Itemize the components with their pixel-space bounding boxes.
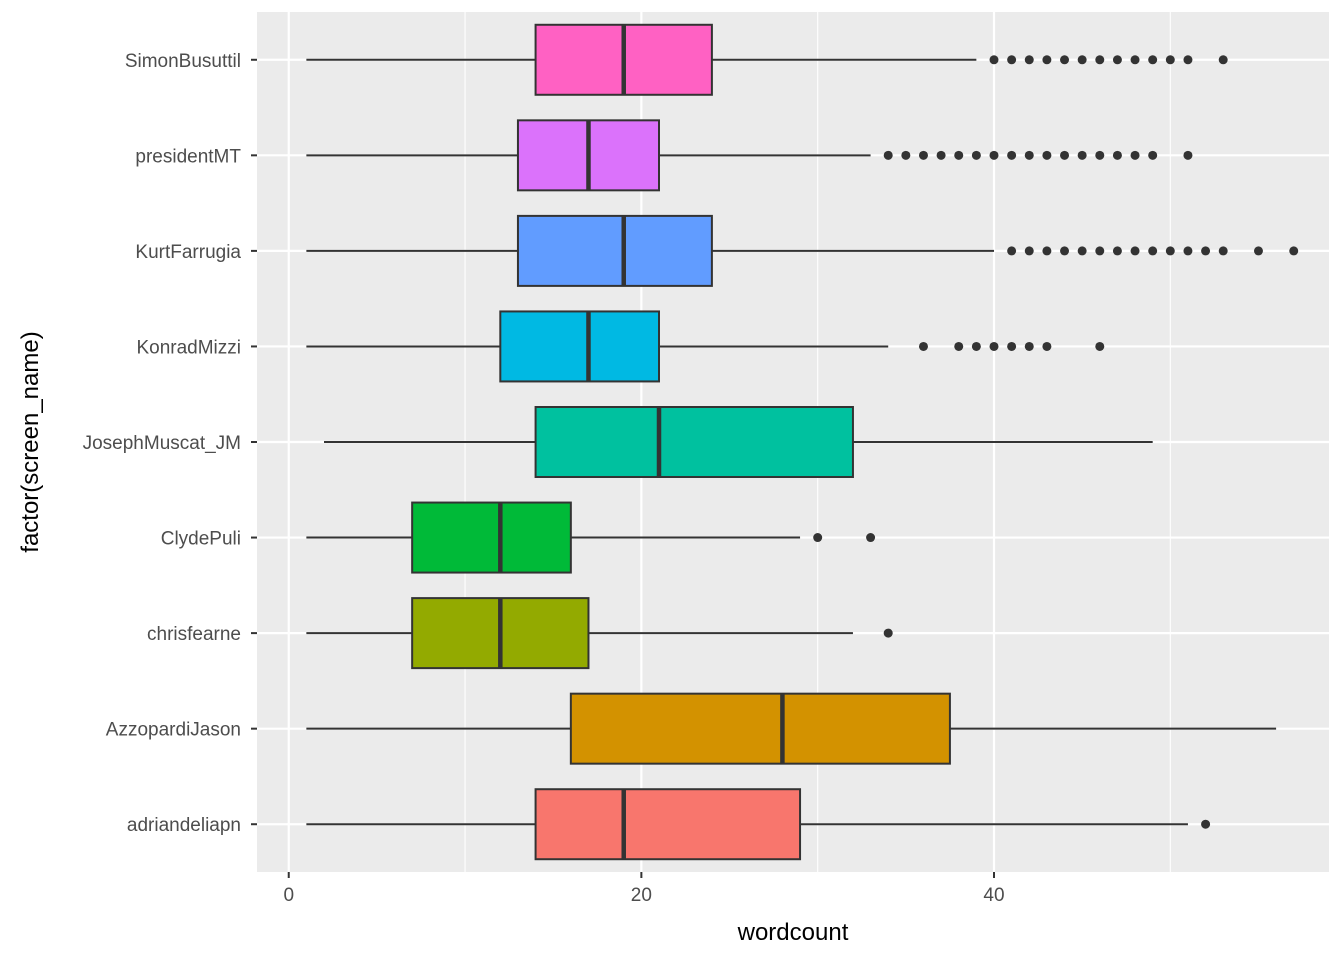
outlier-point [1024, 55, 1034, 65]
y-tick-label: adriandeliapn [127, 815, 241, 836]
outlier-point [918, 150, 928, 160]
x-axis-title: wordcount [737, 919, 849, 946]
outlier-point [1024, 341, 1034, 351]
outlier-point [1042, 55, 1052, 65]
outlier-point [1183, 55, 1193, 65]
outlier-point [1130, 150, 1140, 160]
outlier-point [1112, 246, 1122, 256]
outlier-point [1024, 150, 1034, 160]
outlier-point [954, 341, 964, 351]
outlier-point [1112, 150, 1122, 160]
outlier-point [883, 150, 893, 160]
outlier-point [1095, 246, 1105, 256]
outlier-point [1042, 341, 1052, 351]
x-tick-label: 40 [983, 885, 1004, 906]
outlier-point [971, 150, 981, 160]
outlier-point [936, 150, 946, 160]
iqr-box [516, 214, 713, 287]
box-chrisfearne [306, 597, 893, 670]
y-tick-label: JosephMuscat_JM [83, 433, 241, 454]
outlier-point [1060, 55, 1070, 65]
iqr-box [569, 692, 951, 765]
x-tick-label: 20 [631, 885, 652, 906]
box-AzzopardiJason [306, 692, 1277, 765]
outlier-point [866, 533, 876, 543]
outlier-point [1060, 150, 1070, 160]
outlier-point [954, 150, 964, 160]
y-tick-label: AzzopardiJason [106, 720, 241, 741]
y-tick-label: ClydePuli [161, 529, 241, 550]
outlier-point [1148, 246, 1158, 256]
outlier-point [1253, 246, 1263, 256]
outlier-point [1095, 55, 1105, 65]
outlier-point [1007, 341, 1017, 351]
box-ClydePuli [306, 501, 876, 574]
outlier-point [1112, 55, 1122, 65]
outlier-point [1201, 246, 1211, 256]
outlier-point [1201, 819, 1211, 829]
outlier-point [1130, 55, 1140, 65]
outlier-point [1007, 150, 1017, 160]
iqr-box [411, 501, 572, 574]
iqr-box [534, 406, 854, 478]
y-tick-label: SimonBusuttil [125, 51, 241, 72]
outlier-point [989, 150, 999, 160]
outlier-point [1218, 246, 1228, 256]
outlier-point [1007, 246, 1017, 256]
y-axis-title: factor(screen_name) [17, 331, 44, 552]
outlier-point [1148, 150, 1158, 160]
iqr-box [534, 788, 802, 861]
outlier-point [1218, 55, 1228, 65]
outlier-point [901, 150, 911, 160]
iqr-box [499, 310, 660, 383]
outlier-point [1077, 55, 1087, 65]
outlier-point [918, 341, 928, 351]
outlier-point [1289, 246, 1299, 256]
outlier-point [883, 628, 893, 638]
outlier-point [1077, 150, 1087, 160]
box-adriandeliapn [306, 788, 1211, 861]
outlier-point [971, 341, 981, 351]
y-tick-label: chrisfearne [147, 624, 241, 645]
outlier-point [989, 341, 999, 351]
outlier-point [1077, 246, 1087, 256]
box-SimonBusuttil [306, 23, 1228, 96]
box-presidentMT [306, 119, 1193, 192]
box-KurtFarrugia [306, 214, 1299, 287]
outlier-point [1095, 150, 1105, 160]
x-tick-label: 0 [283, 885, 294, 906]
outlier-point [1165, 55, 1175, 65]
outlier-point [1060, 246, 1070, 256]
outlier-point [1007, 55, 1017, 65]
y-tick-label: presidentMT [135, 146, 241, 167]
outlier-point [989, 55, 999, 65]
box-KonradMizzi [306, 310, 1105, 383]
outlier-point [1095, 341, 1105, 351]
outlier-point [1183, 246, 1193, 256]
outlier-point [1165, 246, 1175, 256]
y-tick-label: KurtFarrugia [135, 242, 241, 263]
outlier-point [1130, 246, 1140, 256]
y-tick-label: KonradMizzi [136, 337, 241, 358]
outlier-point [1042, 246, 1052, 256]
axes: 0 20 40 adriandeliapn AzzopardiJason chrisfea… [83, 51, 1005, 906]
outlier-point [1024, 246, 1034, 256]
box-JosephMuscat_JM [324, 406, 1153, 478]
outlier-point [1042, 150, 1052, 160]
boxes [306, 23, 1299, 861]
outlier-point [813, 533, 823, 543]
outlier-point [1183, 150, 1193, 160]
outlier-point [1148, 55, 1158, 65]
